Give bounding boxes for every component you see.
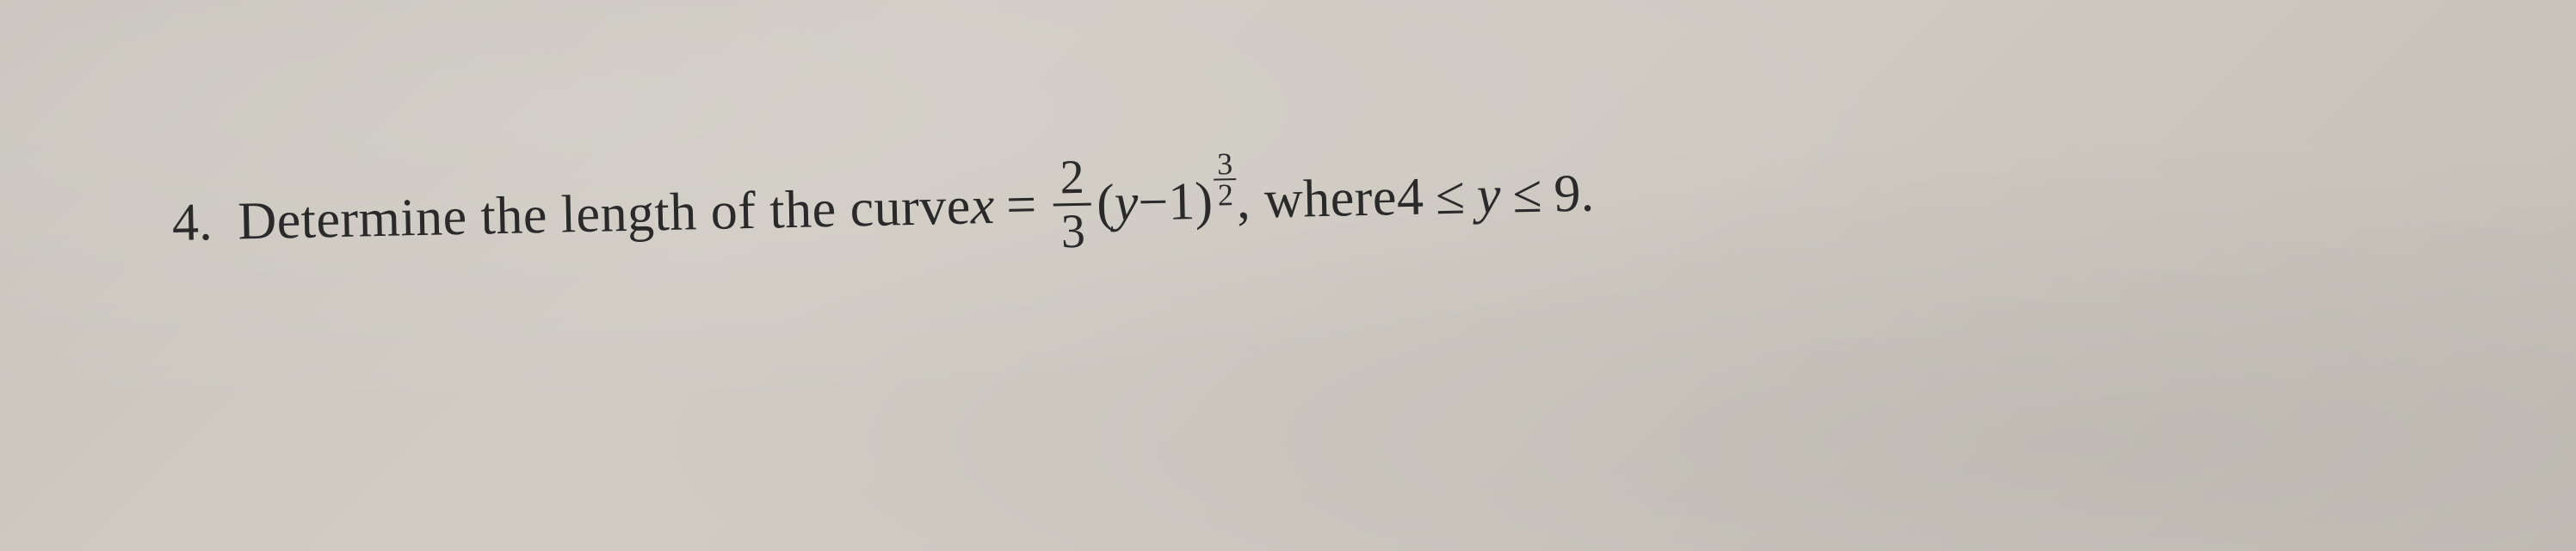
leq-symbol-1: ≤ xyxy=(1435,166,1466,228)
paper-texture xyxy=(0,0,2576,551)
variable-y: y xyxy=(1114,172,1139,234)
parenthesized-expr: ( y − 1 ) xyxy=(1096,171,1213,235)
power-expression: ( y − 1 ) 3 2 xyxy=(1096,170,1237,234)
minus-sign: − xyxy=(1138,172,1169,234)
where-text: , where xyxy=(1236,167,1397,232)
leq-symbol-2: ≤ xyxy=(1512,164,1543,226)
paren-close: ) xyxy=(1195,171,1214,232)
problem-number: 4. xyxy=(171,192,213,254)
exponent-numerator: 3 xyxy=(1214,150,1237,181)
variable-x: x xyxy=(970,176,995,238)
coefficient-fraction: 2 3 xyxy=(1053,153,1092,257)
variable-y-bound: y xyxy=(1476,165,1501,227)
coefficient-numerator: 2 xyxy=(1053,153,1091,207)
period: . xyxy=(1580,163,1595,224)
coefficient-denominator: 3 xyxy=(1053,206,1092,257)
constant-one: 1 xyxy=(1168,171,1195,233)
exponent-fraction: 3 2 xyxy=(1214,150,1237,209)
paren-open: ( xyxy=(1096,173,1115,234)
lower-bound: 4 xyxy=(1396,167,1424,229)
problem-text: Determine the length of the curve xyxy=(238,176,972,253)
upper-bound: 9 xyxy=(1554,164,1581,226)
exponent-denominator: 2 xyxy=(1214,180,1237,209)
equals-sign: = xyxy=(1006,175,1037,237)
